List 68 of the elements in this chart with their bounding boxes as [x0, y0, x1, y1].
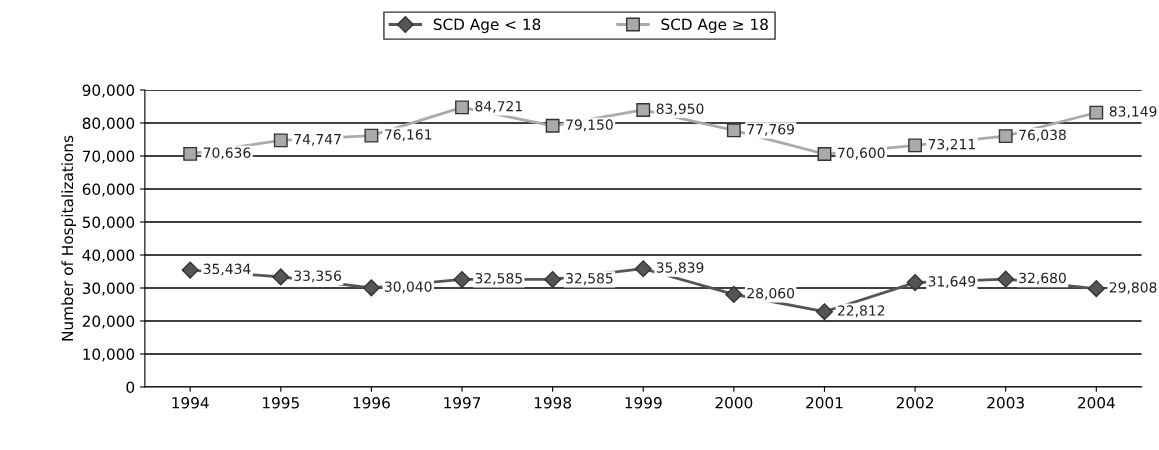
point [545, 118, 560, 133]
point [1087, 280, 1105, 298]
point [455, 100, 469, 115]
data-label: 30,040 [384, 281, 432, 294]
x-tick-label: 1999 [625, 396, 662, 409]
y-tick-label: 0 [126, 381, 135, 394]
data-label: 79,150 [566, 119, 613, 132]
x-tick-label: 1998 [534, 396, 572, 409]
y-axis-title: Number of Hospitalizations [61, 135, 77, 341]
y-tick-label: 30,000 [82, 282, 135, 296]
y-tick-label: 20,000 [82, 315, 135, 329]
point [183, 146, 198, 161]
point [908, 138, 923, 153]
point [906, 274, 924, 292]
data-label: 83,149 [1109, 106, 1157, 119]
y-tick-label: 80,000 [82, 117, 135, 131]
y-tick-label: 50,000 [82, 216, 135, 230]
data-label: 70,636 [203, 147, 251, 160]
x-tick-label: 2001 [806, 396, 843, 409]
point [453, 270, 471, 289]
data-label: 31,649 [928, 276, 976, 289]
point [725, 285, 743, 303]
legend-label: SCD Age ≥ 18 [661, 18, 768, 34]
point [817, 147, 832, 161]
point [272, 268, 290, 286]
point [998, 129, 1013, 144]
point [362, 279, 380, 297]
point [997, 270, 1015, 288]
point [273, 133, 288, 148]
data-label: 33,356 [294, 270, 342, 283]
data-label: 22,812 [837, 305, 885, 318]
data-label: 35,434 [203, 263, 251, 276]
x-tick-label: 1994 [172, 396, 209, 409]
point [726, 123, 741, 138]
x-tick-label: 1995 [263, 396, 299, 409]
x-tick-label: 2004 [1077, 396, 1115, 409]
y-tick-label: 70,000 [82, 150, 135, 164]
data-label: 76,161 [385, 129, 432, 142]
data-label: 77,769 [747, 123, 794, 136]
data-label: 76,038 [1019, 129, 1066, 142]
point [636, 103, 651, 117]
data-label: 83,950 [656, 103, 704, 116]
y-tick-label: 60,000 [82, 183, 135, 197]
data-label: 32,680 [1019, 272, 1066, 285]
point [634, 260, 652, 278]
data-label: 35,839 [656, 262, 704, 275]
point [544, 270, 562, 289]
point [815, 303, 834, 321]
data-label: 74,747 [294, 134, 341, 146]
point [364, 128, 379, 143]
y-tick-label: 90,000 [82, 84, 135, 98]
point [1089, 105, 1104, 120]
x-tick-label: 1996 [353, 396, 390, 409]
data-label: 70,600 [838, 147, 885, 160]
data-label: 32,585 [566, 272, 613, 285]
x-tick-label: 2002 [896, 396, 933, 409]
x-tick-label: 1997 [444, 396, 481, 409]
x-tick-label: 2000 [715, 396, 753, 409]
y-tick-label: 10,000 [83, 348, 135, 362]
data-label: 29,808 [1109, 282, 1157, 295]
y-tick-label: 40,000 [82, 249, 135, 263]
data-label: 84,721 [475, 100, 522, 113]
data-label: 28,060 [747, 287, 795, 300]
point [181, 261, 199, 279]
legend-label: SCD Age < 18 [433, 18, 541, 34]
data-label: 32,585 [475, 272, 522, 285]
x-tick-label: 2003 [987, 396, 1024, 409]
data-label: 73,211 [928, 138, 975, 151]
